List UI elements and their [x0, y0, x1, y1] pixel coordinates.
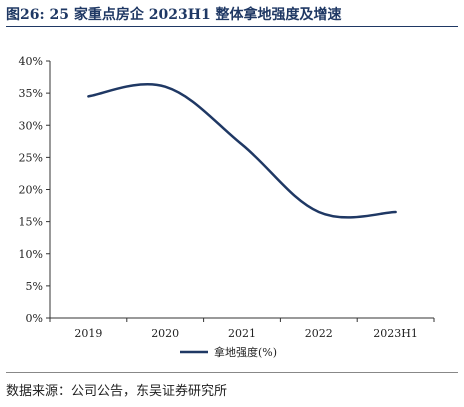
y-tick-label: 30%: [19, 119, 43, 132]
line-chart: 0%5%10%15%20%25%30%35%40% 2019 2020 2021 20…: [19, 55, 435, 359]
chart-title: 图26: 25 家重点房企 2023H1 整体拿地强度及增速: [6, 7, 342, 23]
axes: [49, 61, 434, 319]
y-tick-label: 10%: [19, 248, 43, 261]
legend-label: 拿地强度(%): [214, 345, 277, 359]
x-tick-label: 2022: [305, 327, 333, 340]
source-note: 数据来源：公司公告，东吴证券研究所: [6, 384, 228, 399]
y-tick-label: 25%: [19, 151, 43, 164]
y-tick-label: 0%: [26, 312, 43, 325]
x-tick-label: 2019: [74, 327, 102, 340]
x-tick-label: 2021: [228, 327, 256, 340]
y-tick-label: 5%: [26, 280, 43, 293]
legend: 拿地强度(%): [180, 345, 277, 359]
title-divider: [6, 26, 458, 27]
y-tick-label: 15%: [19, 216, 43, 229]
x-tick-label: 2020: [151, 327, 179, 340]
source-divider: [6, 372, 458, 373]
y-tick-label: 40%: [19, 55, 43, 68]
x-tick-label: 2023H1: [373, 327, 418, 340]
y-tick-label: 20%: [19, 184, 43, 197]
x-axis-ticks: 2019 2020 2021 2022 2023H1: [49, 318, 435, 340]
series-lines: [87, 82, 397, 219]
series-line: [87, 82, 397, 219]
y-axis-ticks: 0% 5% 10% 15% 20% 25% 30% 35% 40%: [19, 55, 50, 325]
y-tick-label: 35%: [19, 87, 43, 100]
